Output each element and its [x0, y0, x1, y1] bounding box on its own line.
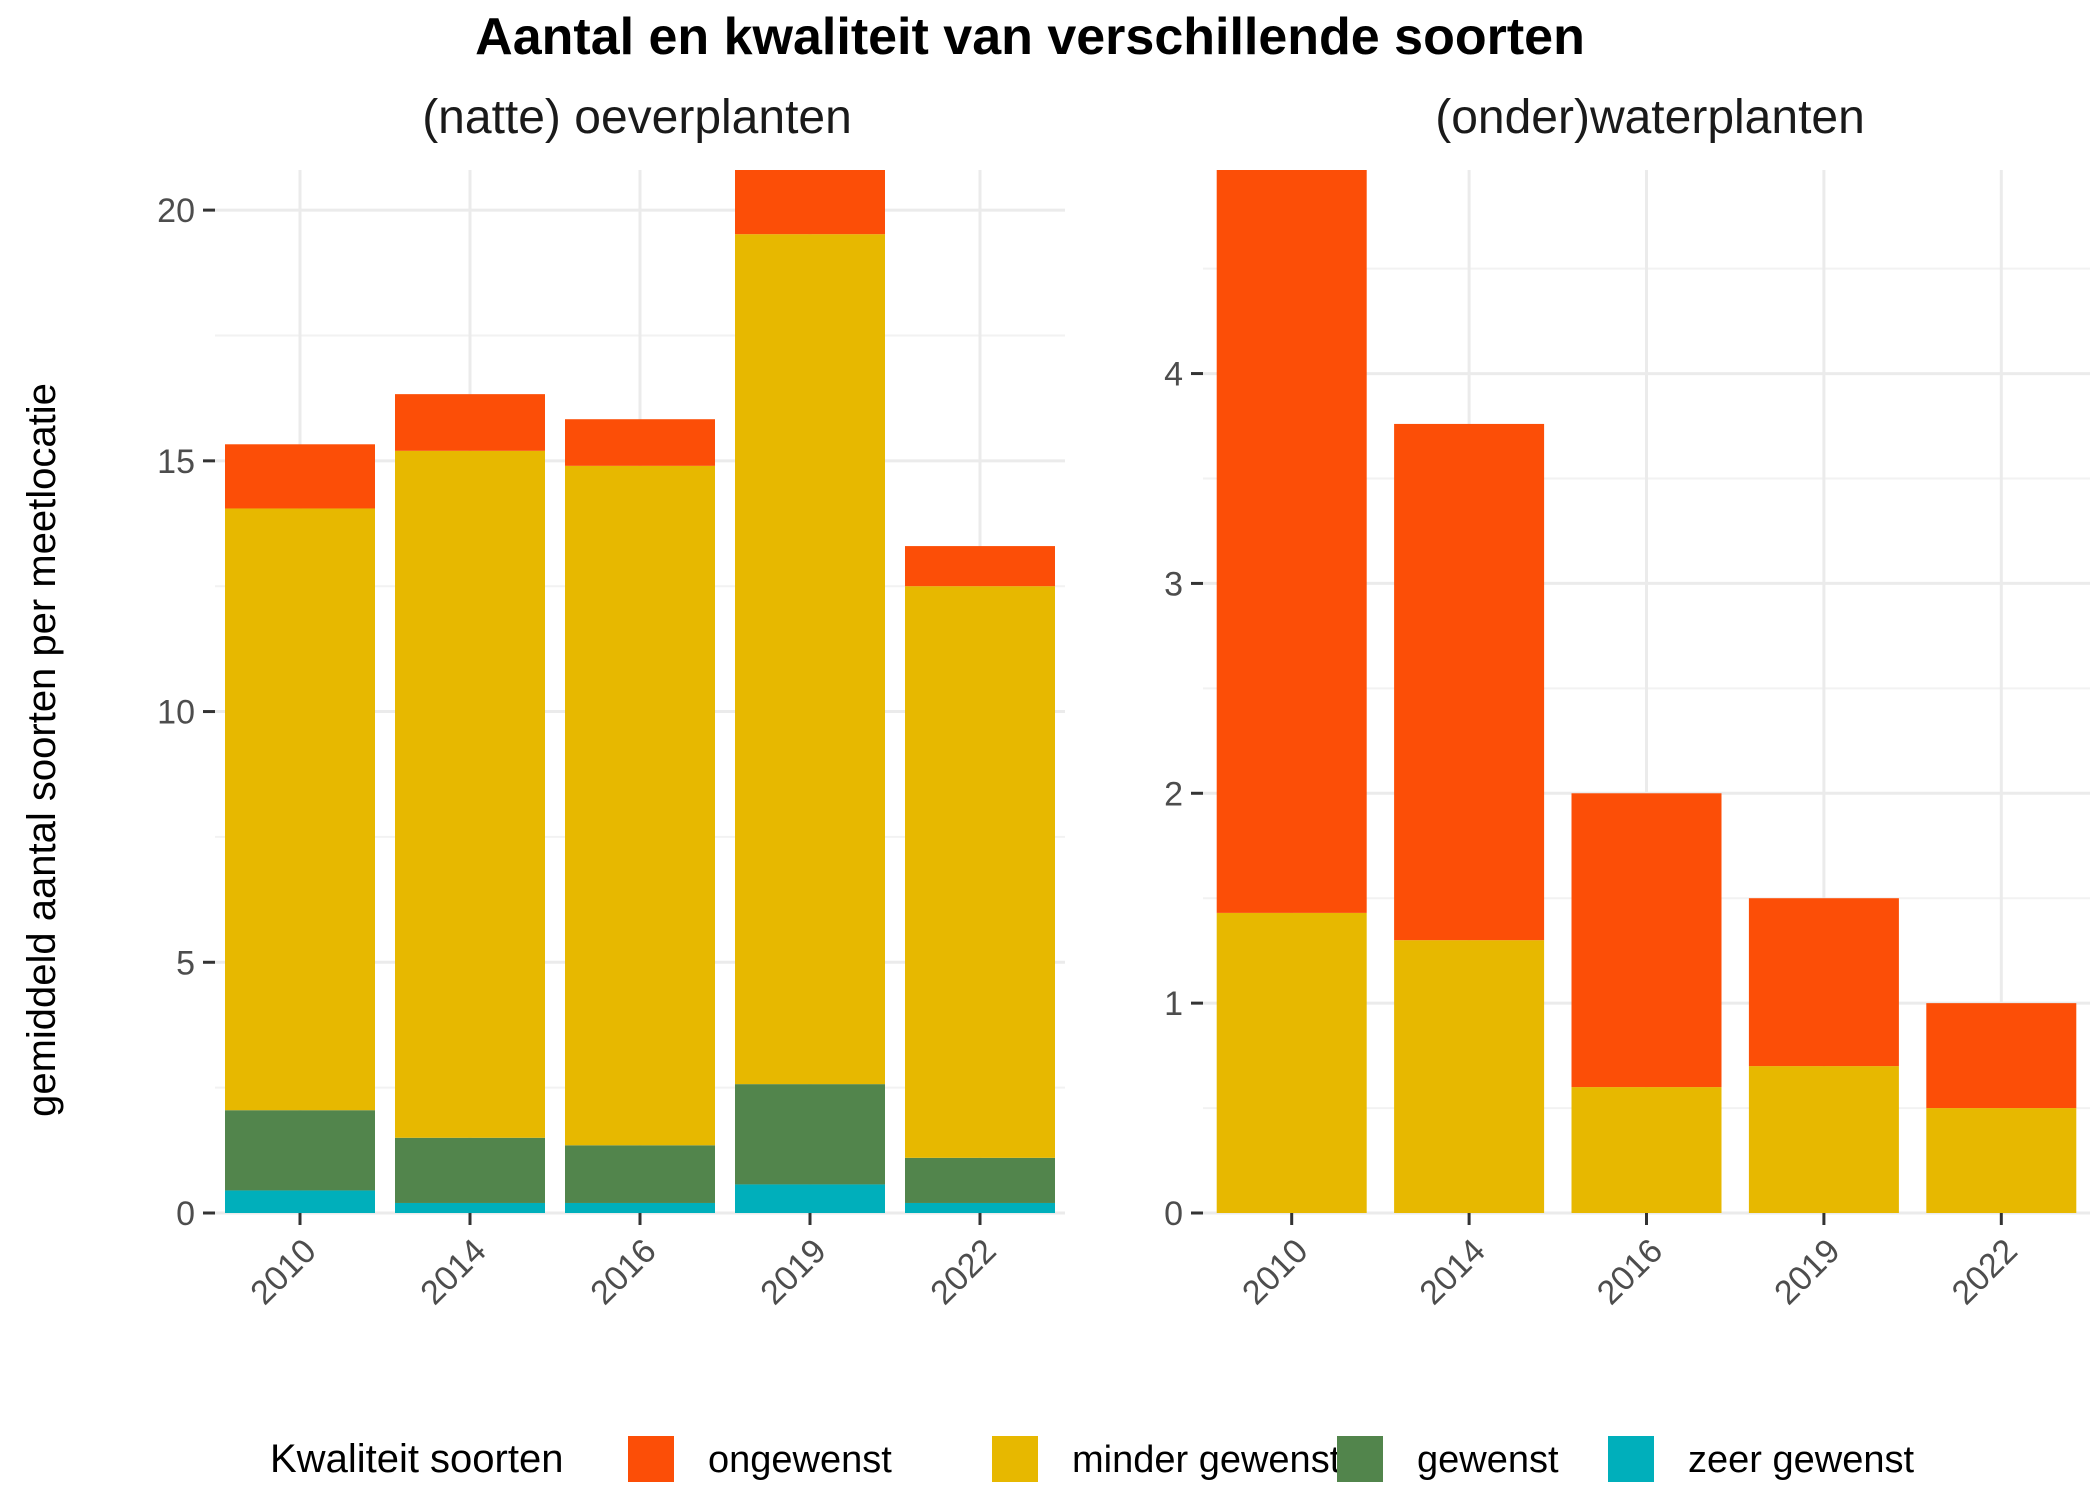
legend-label: minder gewenst — [1072, 1439, 1341, 1481]
bar-segment-minder-gewenst-2022 — [905, 586, 1055, 1158]
legend: Kwaliteit soorten ongewenst minder gewens… — [270, 1436, 1914, 1482]
x-tick-label: 2022 — [923, 1232, 1003, 1312]
bar-segment-minder-gewenst-2022 — [1926, 1108, 2077, 1213]
legend-swatch-minder-gewenst — [992, 1436, 1038, 1482]
bar-segment-zeer-gewenst-2019 — [735, 1184, 885, 1213]
bar-segment-ongewenst-2010 — [1216, 170, 1367, 913]
y-tick-label: 1 — [1164, 985, 1183, 1023]
bar-segment-zeer-gewenst-2010 — [225, 1190, 375, 1213]
bar-segment-minder-gewenst-2016 — [1571, 1087, 1722, 1213]
y-tick-label: 5 — [176, 944, 195, 982]
legend-label: ongewenst — [708, 1439, 892, 1481]
y-tick-label: 15 — [157, 443, 195, 481]
bar-segment-minder-gewenst-2010 — [225, 508, 375, 1111]
bar-segment-gewenst-2014 — [395, 1137, 545, 1203]
panel-right: 0 1 2 3 4 2010 2014 2016 2019 2022 — [1164, 170, 2090, 1312]
bar-segment-gewenst-2016 — [565, 1145, 715, 1203]
legend-swatch-zeer-gewenst — [1608, 1436, 1654, 1482]
panel-left: 0 5 10 15 20 2010 2014 2016 2019 2022 — [157, 170, 1065, 1312]
panel-title-left: (natte) oeverplanten — [422, 91, 852, 144]
y-tick-label: 3 — [1164, 565, 1183, 603]
legend-label: gewenst — [1417, 1439, 1559, 1481]
bar-segment-zeer-gewenst-2016 — [565, 1202, 715, 1213]
y-tick-label: 0 — [1164, 1195, 1183, 1233]
bar-segment-minder-gewenst-2014 — [1394, 940, 1545, 1213]
bar-segment-minder-gewenst-2014 — [395, 450, 545, 1138]
legend-label: zeer gewenst — [1688, 1439, 1914, 1481]
x-tick-label: 2019 — [753, 1232, 833, 1312]
y-tick-label: 2 — [1164, 775, 1183, 813]
bar-segment-minder-gewenst-2019 — [735, 234, 885, 1085]
x-tick-label: 2016 — [583, 1232, 663, 1312]
bar-segment-ongewenst-2014 — [395, 394, 545, 451]
legend-swatch-gewenst — [1337, 1436, 1383, 1482]
bar-segment-ongewenst-2019 — [1748, 898, 1899, 1067]
x-tick-label: 2019 — [1767, 1232, 1847, 1312]
bar-segment-ongewenst-2022 — [1926, 1003, 2077, 1109]
bar-segment-gewenst-2022 — [905, 1157, 1055, 1203]
bar-segment-minder-gewenst-2019 — [1748, 1066, 1899, 1213]
legend-swatch-ongewenst — [628, 1436, 674, 1482]
x-tick-label: 2014 — [1412, 1232, 1492, 1312]
bar-segment-minder-gewenst-2016 — [565, 465, 715, 1146]
panel-title-right: (onder)waterplanten — [1435, 91, 1865, 144]
bar-segment-zeer-gewenst-2014 — [395, 1202, 545, 1213]
x-tick-label: 2016 — [1590, 1232, 1670, 1312]
bar-segment-ongewenst-2022 — [905, 546, 1055, 587]
bar-segment-ongewenst-2010 — [225, 444, 375, 509]
bar-segment-zeer-gewenst-2022 — [905, 1202, 1055, 1213]
y-tick-label: 4 — [1164, 356, 1183, 394]
bar-segment-ongewenst-2014 — [1394, 423, 1545, 941]
x-tick-label: 2022 — [1945, 1232, 2025, 1312]
y-tick-label: 20 — [157, 192, 195, 230]
legend-title: Kwaliteit soorten — [270, 1437, 563, 1481]
y-tick-label: 10 — [157, 694, 195, 732]
chart-title: Aantal en kwaliteit van verschillende so… — [475, 8, 1585, 66]
bar-segment-ongewenst-2016 — [1571, 793, 1722, 1088]
x-tick-label: 2010 — [243, 1232, 323, 1312]
bar-segment-ongewenst-2016 — [565, 419, 715, 466]
bar-segment-ongewenst-2019 — [735, 170, 885, 235]
bar-segment-gewenst-2019 — [735, 1084, 885, 1185]
bar-segment-minder-gewenst-2010 — [1216, 912, 1367, 1213]
bar-segment-gewenst-2010 — [225, 1110, 375, 1191]
legend-items: ongewenst minder gewenst gewenst zeer gewen… — [628, 1436, 1914, 1482]
y-tick-label: 0 — [176, 1195, 195, 1233]
x-tick-label: 2014 — [413, 1232, 493, 1312]
y-axis-label: gemiddeld aantal soorten per meetlocatie — [20, 383, 64, 1117]
x-tick-label: 2010 — [1235, 1232, 1315, 1312]
